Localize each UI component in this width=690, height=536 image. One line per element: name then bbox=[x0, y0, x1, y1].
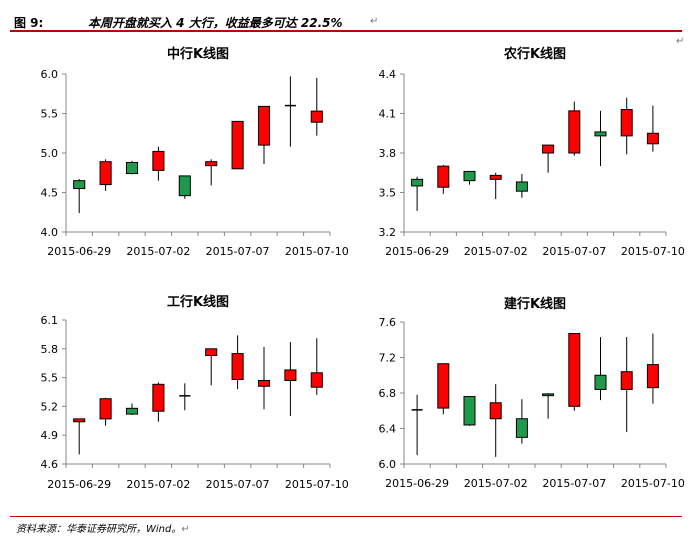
x-tick-label: 2015-07-07 bbox=[206, 478, 270, 491]
x-tick-label: 2015-07-07 bbox=[206, 245, 270, 258]
candle-body bbox=[178, 175, 191, 197]
x-tick-label: 2015-07-02 bbox=[126, 245, 190, 258]
source-note: 资料来源：华泰证券研究所，Wind。↵ bbox=[16, 520, 190, 535]
x-tick-label: 2015-07-10 bbox=[621, 245, 685, 258]
figure-number: 图 9: bbox=[14, 16, 44, 30]
x-tick-label: 2015-06-29 bbox=[385, 477, 449, 490]
chart-title: 中行K线图 bbox=[167, 46, 229, 62]
candle-body bbox=[489, 174, 502, 180]
y-tick-label: 5.2 bbox=[41, 400, 59, 413]
candle-body bbox=[152, 150, 165, 171]
candle-body bbox=[99, 398, 112, 420]
candle-body bbox=[437, 165, 450, 188]
x-tick-label: 2015-07-10 bbox=[285, 245, 349, 258]
candle-body bbox=[310, 372, 323, 388]
y-tick-label: 7.2 bbox=[379, 352, 397, 365]
x-tick-label: 2015-07-10 bbox=[285, 478, 349, 491]
candle-body bbox=[257, 379, 271, 387]
candle-body bbox=[489, 402, 502, 420]
candle-body bbox=[620, 371, 633, 390]
y-tick-label: 7.6 bbox=[379, 316, 397, 329]
x-tick-label: 2015-07-07 bbox=[542, 245, 606, 258]
y-tick-label: 4.6 bbox=[41, 458, 59, 471]
figure-title: 本周开盘就买入 4 大行，收益最多可达 22.5% bbox=[88, 16, 343, 30]
y-tick-label: 6.0 bbox=[379, 458, 397, 471]
x-tick-label: 2015-06-29 bbox=[47, 478, 111, 491]
candle-body bbox=[594, 131, 607, 137]
candle-body bbox=[231, 120, 244, 170]
chart-title: 农行K线图 bbox=[503, 46, 566, 62]
y-tick-label: 4.0 bbox=[41, 226, 59, 239]
candle-body bbox=[310, 110, 323, 123]
y-tick-label: 3.5 bbox=[379, 187, 397, 200]
y-tick-label: 4.5 bbox=[41, 187, 59, 200]
candle-body bbox=[99, 161, 112, 186]
footer-rule bbox=[10, 516, 682, 517]
y-tick-label: 6.8 bbox=[379, 387, 397, 400]
candle-body bbox=[205, 348, 218, 357]
candle-body bbox=[205, 161, 218, 167]
paragraph-mark-icon: ↵ bbox=[676, 36, 685, 47]
y-tick-label: 6.0 bbox=[41, 68, 59, 81]
x-tick-label: 2015-07-02 bbox=[464, 477, 528, 490]
candle-body bbox=[515, 418, 528, 438]
paragraph-mark-icon: ↵ bbox=[370, 16, 379, 27]
y-tick-label: 5.8 bbox=[41, 343, 59, 356]
header-rule bbox=[10, 30, 682, 32]
y-tick-label: 4.9 bbox=[41, 429, 59, 442]
candle-body bbox=[411, 178, 424, 187]
candle-body bbox=[594, 374, 607, 390]
candle-body bbox=[73, 180, 86, 190]
chart-title: 工行K线图 bbox=[167, 294, 229, 310]
x-tick-label: 2015-07-02 bbox=[126, 478, 190, 491]
y-tick-label: 4.1 bbox=[379, 108, 397, 121]
candle-body bbox=[646, 364, 659, 389]
y-tick-label: 3.2 bbox=[379, 226, 397, 239]
candle-body bbox=[257, 105, 271, 146]
candle-body bbox=[463, 170, 476, 182]
candle-body bbox=[568, 110, 581, 154]
paragraph-mark-icon: ↵ bbox=[181, 524, 190, 535]
figure-header: 图 9: 本周开盘就买入 4 大行，收益最多可达 22.5% ↵ bbox=[10, 10, 670, 32]
x-tick-label: 2015-07-10 bbox=[621, 477, 685, 490]
chart-title: 建行K线图 bbox=[504, 296, 566, 312]
y-tick-label: 4.4 bbox=[379, 68, 397, 81]
candle-body bbox=[646, 132, 659, 145]
x-tick-label: 2015-06-29 bbox=[47, 245, 111, 258]
candle-body bbox=[73, 418, 86, 423]
candle-body bbox=[542, 144, 555, 154]
candle-body bbox=[125, 161, 139, 175]
candle-body bbox=[542, 393, 555, 397]
x-tick-label: 2015-06-29 bbox=[385, 245, 449, 258]
candle-body bbox=[568, 333, 581, 407]
source-text: 资料来源：华泰证券研究所，Wind。 bbox=[16, 524, 182, 535]
candle-body bbox=[284, 369, 297, 381]
y-tick-label: 5.0 bbox=[41, 147, 59, 160]
y-tick-label: 6.1 bbox=[41, 314, 59, 327]
candle-body bbox=[152, 383, 165, 412]
candle-body bbox=[437, 363, 450, 409]
candle-body bbox=[620, 109, 633, 137]
candle-body bbox=[231, 353, 244, 381]
x-tick-label: 2015-07-02 bbox=[464, 245, 528, 258]
y-tick-label: 5.5 bbox=[41, 372, 59, 385]
x-tick-label: 2015-07-07 bbox=[542, 477, 606, 490]
candle-body bbox=[463, 396, 476, 426]
candle-body bbox=[515, 181, 528, 192]
y-tick-label: 3.8 bbox=[379, 147, 397, 160]
y-tick-label: 6.4 bbox=[379, 423, 397, 436]
y-tick-label: 5.5 bbox=[41, 108, 59, 121]
candle-body bbox=[125, 407, 139, 415]
